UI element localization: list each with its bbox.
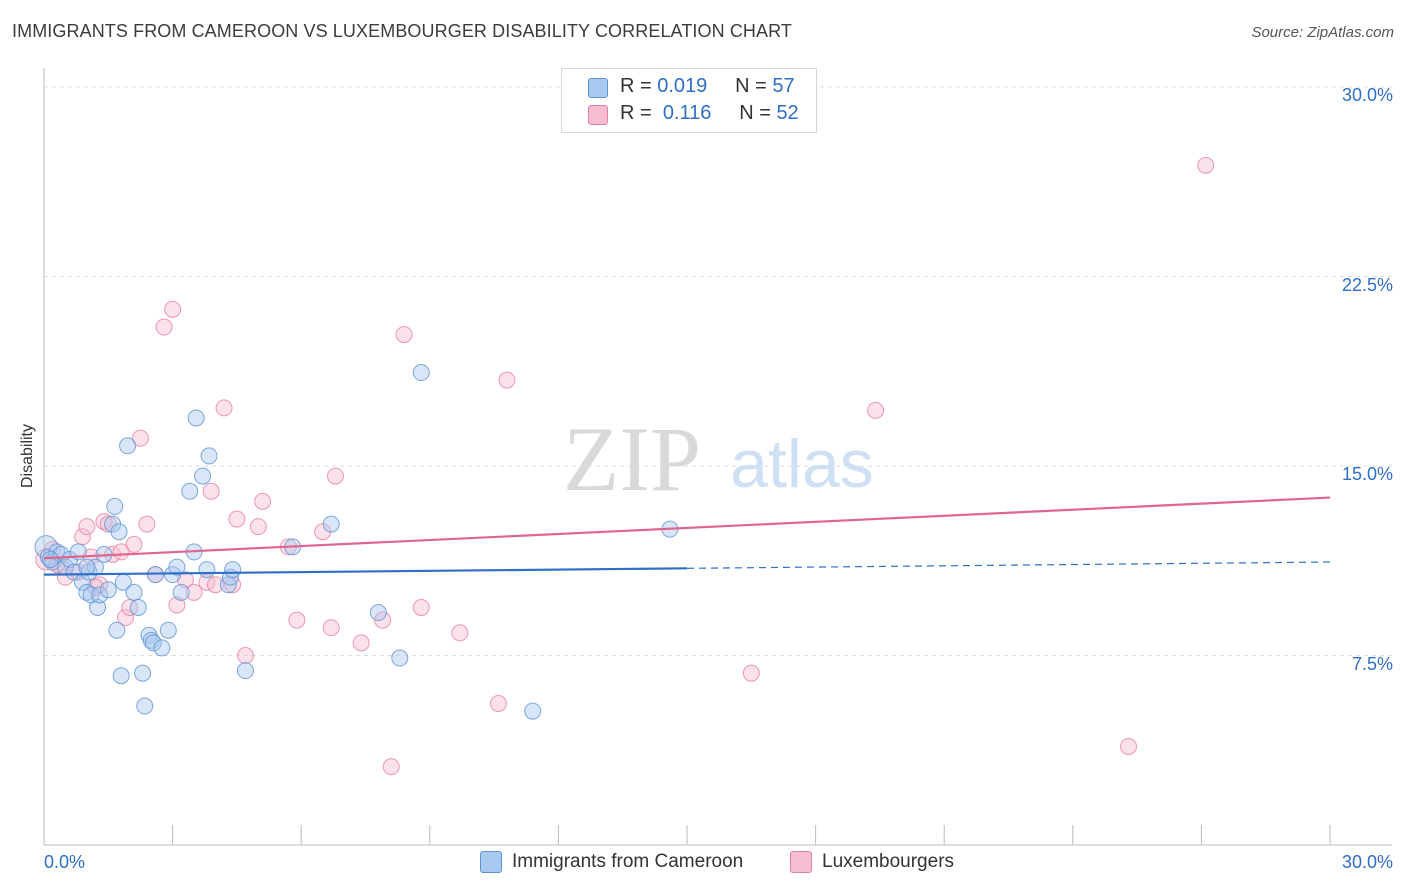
blue-points-point-53 bbox=[524, 702, 542, 720]
pink-points-point-25 bbox=[202, 482, 220, 500]
pink-points-point-17 bbox=[138, 515, 156, 533]
blue-points-point-27 bbox=[134, 664, 152, 682]
pink-points-point-12 bbox=[112, 543, 130, 561]
source-label: Source: ZipAtlas.com bbox=[1251, 24, 1394, 41]
pink-points-point-31 bbox=[249, 518, 267, 536]
pink-points-point-36 bbox=[322, 619, 340, 637]
chart-title: IMMIGRANTS FROM CAMEROON VS LUXEMBOURGER… bbox=[12, 21, 792, 41]
blue-points-point-55 bbox=[78, 558, 96, 576]
pink-points-point-46 bbox=[742, 664, 760, 682]
blue-points-point-25 bbox=[125, 583, 143, 601]
blue-points-point-22 bbox=[112, 667, 130, 685]
blue-points-point-20 bbox=[108, 621, 126, 639]
legend-r-value-luxembourgers: 0.116 bbox=[662, 102, 712, 124]
trend-lines bbox=[43, 496, 1331, 576]
legend-n-label: N = bbox=[739, 102, 771, 124]
legend-r-value-cameroon: 0.019 bbox=[657, 75, 708, 97]
correlation-legend: R = 0.019 N = 57 R = 0.116 N = 52 bbox=[561, 68, 817, 133]
gridlines bbox=[44, 86, 1392, 656]
watermark: ZIP atlas bbox=[563, 408, 874, 510]
watermark-zip: ZIP bbox=[563, 408, 701, 510]
pink-points-point-22 bbox=[176, 571, 194, 589]
pink-points-point-48 bbox=[1120, 737, 1138, 755]
blue-points-point-50 bbox=[369, 604, 387, 622]
pink-points-point-38 bbox=[352, 634, 370, 652]
bottom-legend-luxembourgers: Luxembourgers bbox=[790, 851, 954, 873]
legend-swatch-blue bbox=[588, 78, 608, 98]
bottom-legend-swatch-blue bbox=[480, 851, 502, 873]
blue-points-point-34 bbox=[159, 621, 177, 639]
y-tick-label-1: 15.0% bbox=[1341, 464, 1393, 484]
pink-points-point-16 bbox=[131, 429, 149, 447]
pink-points-point-6 bbox=[78, 518, 96, 536]
pink-points-point-45 bbox=[498, 371, 516, 389]
pink-points-point-3 bbox=[56, 568, 74, 586]
blue-points-point-47 bbox=[236, 662, 254, 680]
pink-points-point-44 bbox=[489, 695, 507, 713]
blue-points-point-36 bbox=[168, 558, 186, 576]
pink-points-point-40 bbox=[382, 758, 400, 776]
pink-points-point-49 bbox=[1197, 156, 1215, 174]
legend-n-value-luxembourgers: 52 bbox=[776, 102, 799, 124]
pink-points-point-26 bbox=[206, 576, 224, 594]
blue-points-point-37 bbox=[172, 583, 190, 601]
blue-points-point-49 bbox=[322, 515, 340, 533]
trend-line-cameroon-extension bbox=[686, 561, 1331, 569]
blue-points-point-26 bbox=[129, 598, 147, 616]
blue-points-point-40 bbox=[187, 409, 205, 427]
y-tick-label-0: 7.5% bbox=[1351, 653, 1393, 674]
trend-line-cameroon bbox=[43, 567, 688, 576]
blue-points-point-33 bbox=[153, 639, 171, 657]
blue-points-point-51 bbox=[391, 649, 409, 667]
pink-points-point-27 bbox=[215, 399, 233, 417]
pink-points-point-47 bbox=[867, 401, 885, 419]
bottom-legend-swatch-pink bbox=[790, 851, 812, 873]
pink-points-point-43 bbox=[451, 624, 469, 642]
pink-points-point-37 bbox=[326, 467, 344, 485]
blue-points-point-56 bbox=[41, 550, 59, 568]
blue-points-point-52 bbox=[412, 364, 430, 382]
pink-points-point-20 bbox=[164, 300, 182, 318]
bottom-legend-cameroon: Immigrants from Cameroon bbox=[480, 851, 743, 873]
blue-points-point-17 bbox=[99, 581, 117, 599]
pink-points-point-34 bbox=[288, 611, 306, 629]
blue-points-point-43 bbox=[200, 447, 218, 465]
pink-points-point-30 bbox=[236, 647, 254, 664]
blue-points-point-14 bbox=[89, 598, 107, 616]
legend-n-value-cameroon: 57 bbox=[772, 75, 795, 97]
pink-points-point-13 bbox=[116, 609, 134, 627]
pink-points-point-41 bbox=[395, 326, 413, 344]
x-tick-label-max: 30.0% bbox=[1341, 852, 1393, 872]
bottom-legend-label-luxembourgers: Luxembourgers bbox=[822, 851, 955, 873]
pink-points-point-29 bbox=[228, 510, 246, 528]
pink-points-point-15 bbox=[125, 535, 143, 553]
pink-points-point-19 bbox=[155, 318, 173, 336]
watermark-atlas: atlas bbox=[730, 426, 874, 502]
blue-points-point-38 bbox=[181, 482, 199, 500]
trend-line-luxembourgers bbox=[43, 496, 1331, 560]
blue-points-point-42 bbox=[198, 561, 216, 579]
blue-points-point-28 bbox=[136, 697, 154, 715]
blue-points-point-31 bbox=[144, 634, 162, 652]
legend-swatch-pink bbox=[588, 105, 608, 125]
y-tick-label-2: 22.5% bbox=[1341, 274, 1393, 295]
x-tick-label-min: 0.0% bbox=[44, 852, 86, 872]
pink-points-point-32 bbox=[254, 492, 272, 510]
legend-r-label: R = bbox=[620, 75, 652, 97]
legend-r-label: R = bbox=[620, 102, 652, 124]
blue-points-point-15 bbox=[91, 586, 109, 604]
pink-points-point-23 bbox=[185, 583, 203, 601]
blue-points-point-19 bbox=[106, 497, 124, 515]
y-tick-label-3: 30.0% bbox=[1341, 85, 1393, 105]
blue-points-point-21 bbox=[110, 523, 128, 541]
blue-points-point-24 bbox=[119, 437, 137, 455]
bottom-legend-label-cameroon: Immigrants from Cameroon bbox=[512, 851, 744, 873]
blue-points-point-41 bbox=[194, 467, 212, 485]
pink-points-point-21 bbox=[168, 596, 186, 614]
pink-points-point-42 bbox=[412, 598, 430, 616]
blue-points-point-46 bbox=[224, 561, 242, 579]
legend-n-label: N = bbox=[735, 75, 767, 97]
axes bbox=[43, 68, 1392, 846]
